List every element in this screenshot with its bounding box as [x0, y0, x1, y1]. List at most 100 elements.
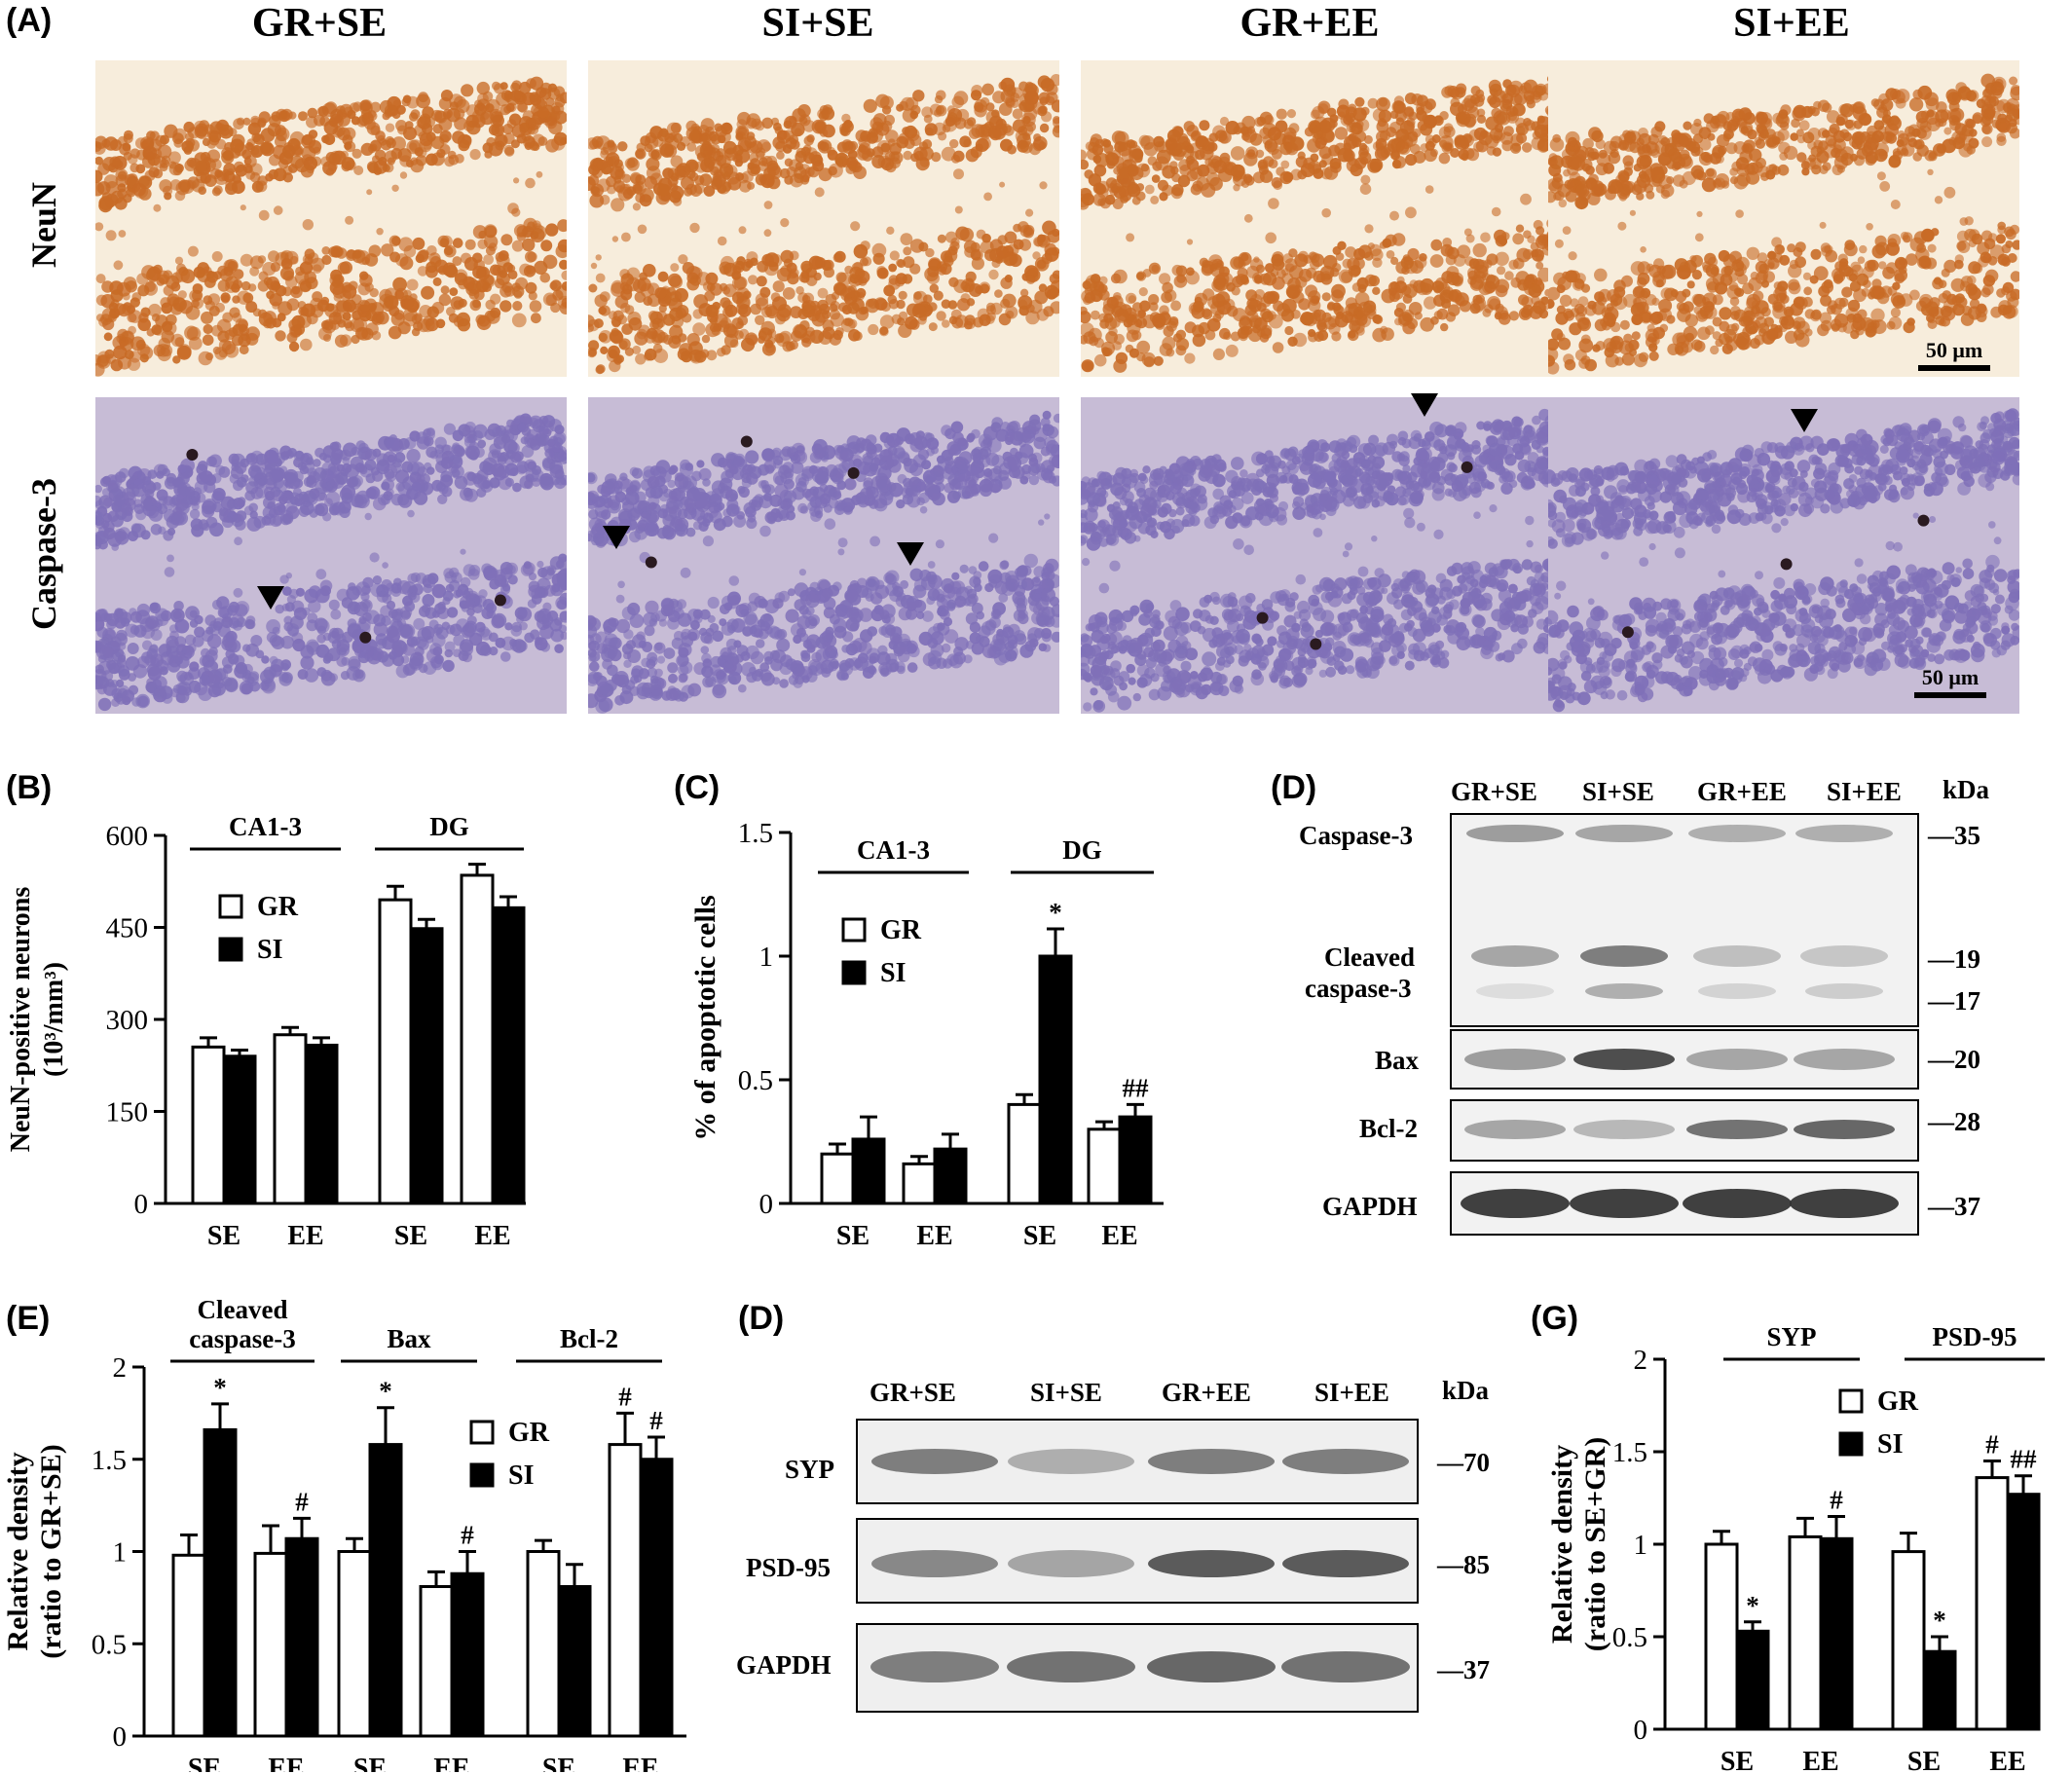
cell: [166, 472, 177, 484]
cell: [667, 479, 676, 489]
cell: [112, 156, 128, 170]
cell: [545, 138, 559, 153]
cell: [971, 257, 985, 271]
cell: [103, 527, 116, 540]
cell: [476, 315, 492, 331]
cell: [480, 645, 492, 656]
cell: [994, 289, 1003, 298]
cell: [779, 679, 789, 688]
cell: [274, 125, 286, 137]
cell: [336, 655, 348, 667]
cell: [524, 135, 536, 147]
cell: [298, 111, 308, 122]
cell: [512, 301, 523, 312]
cell: [503, 425, 513, 434]
cell: [1019, 140, 1033, 154]
cell: [339, 261, 352, 275]
cell: [148, 303, 162, 317]
cell: [760, 672, 775, 686]
cell: [750, 303, 761, 315]
cell: [102, 647, 114, 658]
cell: [1144, 184, 1155, 195]
cell: [255, 453, 268, 465]
cell: [550, 101, 565, 116]
cell: [656, 527, 669, 539]
cell: [867, 626, 878, 637]
cell: [214, 347, 228, 360]
cell: [109, 474, 123, 488]
cell: [902, 274, 913, 284]
cell: [249, 171, 261, 183]
cell: [1010, 431, 1024, 446]
cell: [729, 493, 738, 501]
cell: [926, 596, 936, 606]
cell: [251, 132, 262, 143]
cell: [300, 338, 313, 351]
cell: [453, 108, 465, 120]
cell: [539, 272, 551, 283]
cell: [1006, 86, 1017, 96]
cell: [376, 638, 388, 649]
cell: [644, 348, 657, 361]
cell: [444, 264, 459, 278]
cell: [127, 643, 139, 654]
cell: [643, 611, 657, 627]
cell: [1037, 235, 1049, 246]
cell: [664, 291, 680, 307]
cell: [630, 506, 643, 518]
cell: [822, 587, 833, 600]
cell: [909, 568, 923, 581]
cell: [1021, 470, 1031, 481]
cell: [754, 628, 763, 639]
cell: [621, 232, 631, 242]
cell: [963, 240, 978, 253]
cell: [409, 656, 424, 671]
cell: [1018, 295, 1033, 311]
cell: [298, 505, 311, 517]
cell: [969, 632, 981, 645]
cell: [178, 266, 189, 277]
cell: [889, 142, 902, 156]
cell: [877, 476, 891, 490]
cell: [407, 509, 415, 518]
cell: [330, 113, 342, 124]
cell: [677, 654, 689, 667]
cell: [750, 140, 763, 154]
cell: [885, 652, 898, 665]
cell: [422, 123, 433, 134]
cell: [1429, 148, 1438, 158]
cell: [287, 137, 301, 152]
cell: [545, 97, 555, 107]
cell: [472, 265, 486, 279]
cell: [971, 85, 983, 96]
cell: [228, 499, 237, 508]
cell: [913, 578, 928, 592]
cell: [105, 230, 117, 241]
cell: [763, 229, 772, 238]
cell: [123, 277, 137, 290]
cell: [945, 231, 958, 243]
cell: [1022, 227, 1034, 239]
cell: [848, 454, 864, 469]
cell: [139, 353, 149, 363]
cell: [155, 618, 164, 628]
cell: [171, 272, 183, 284]
cell: [898, 607, 912, 621]
cell: [630, 173, 642, 185]
cell: [772, 459, 783, 469]
cell: [277, 503, 286, 513]
cell: [811, 256, 825, 270]
cell: [714, 123, 723, 132]
cell: [124, 129, 133, 140]
cell: [937, 266, 947, 276]
cell: [279, 445, 292, 458]
cell: [966, 298, 976, 307]
cell: [559, 302, 567, 314]
cell: [936, 90, 946, 101]
cell: [985, 102, 995, 112]
cell: [812, 487, 826, 499]
cell: [848, 140, 859, 151]
cell: [291, 314, 306, 329]
cell: [907, 645, 920, 658]
cell: [539, 624, 554, 640]
